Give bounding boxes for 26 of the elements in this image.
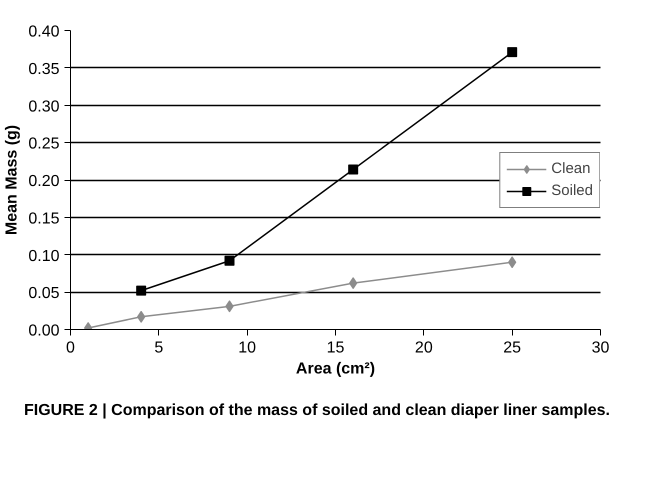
x-tick-label: 5 [154, 340, 164, 356]
y-tick-label: 0.20 [28, 173, 60, 190]
y-tick-label: 0.25 [28, 136, 60, 153]
y-tick-label: 0.15 [28, 210, 60, 228]
y-tick-label: 0.05 [28, 285, 60, 302]
x-tick-label: 0 [66, 340, 76, 356]
x-tick-label: 15 [326, 340, 344, 356]
point [224, 256, 234, 266]
point [225, 300, 234, 312]
legend-label: Clean [551, 160, 590, 177]
x-tick-label: 20 [414, 340, 433, 356]
point [348, 164, 358, 175]
point [507, 47, 518, 58]
x-tick-label: 25 [503, 340, 522, 356]
caption: FIGURE 2 | Comparison of the mass of soiled and clean diaper liner samples. [24, 401, 610, 421]
x-tick-label: 10 [238, 340, 256, 356]
y-tick-label: 0.00 [28, 322, 60, 340]
y-axis-title: Mean Mass (g) [3, 124, 20, 236]
y-tick-label: 0.30 [28, 98, 60, 116]
legend-label: Soiled [551, 182, 593, 199]
y-tick-label: 0.10 [28, 248, 60, 265]
x-tick-label: 30 [592, 340, 610, 356]
x-axis-title: Area (cm²) [296, 360, 376, 378]
y-tick-label: 0.40 [28, 24, 60, 40]
point [136, 286, 146, 296]
y-tick-label: 0.35 [28, 60, 60, 78]
